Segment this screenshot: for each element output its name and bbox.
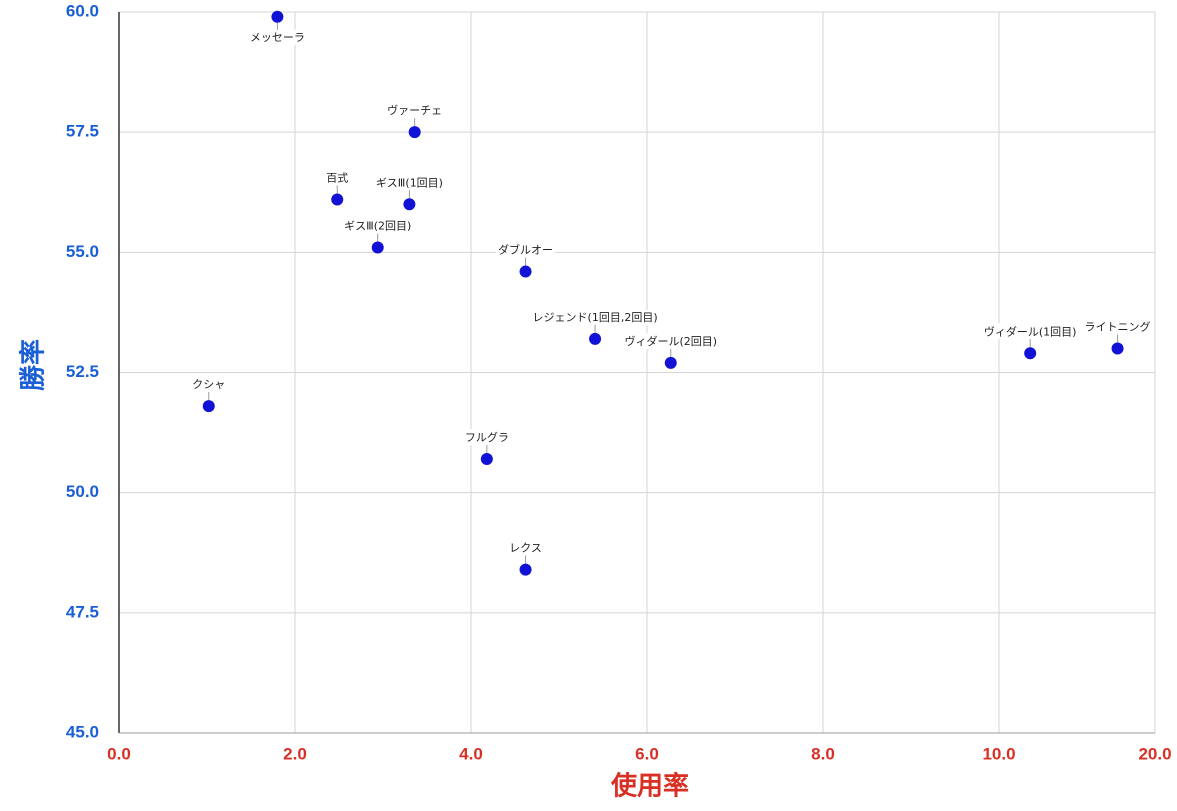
point	[1024, 347, 1037, 360]
point-label: ダブルオー	[498, 243, 553, 257]
x-tick-label: 2.0	[283, 744, 307, 763]
point-label: ギスⅢ(1回目)	[376, 176, 443, 189]
point-label: フルグラ	[465, 430, 509, 444]
point	[519, 265, 532, 278]
point	[403, 198, 416, 211]
point-label-bg	[385, 102, 445, 119]
point	[408, 126, 421, 139]
point-label-bg	[324, 170, 351, 186]
point-label: クシャ	[192, 378, 225, 391]
point-label-bg	[981, 323, 1079, 340]
x-tick-label: 0.0	[107, 744, 131, 763]
point-label-bg	[507, 540, 544, 556]
point-label-bg	[622, 332, 720, 349]
point-label: ヴィダール(2回目)	[624, 334, 717, 348]
x-tick-label: 10.0	[982, 744, 1015, 763]
point-label: 百式	[326, 171, 348, 184]
point	[589, 332, 602, 345]
point-label-bg	[496, 241, 556, 258]
y-tick-label: 57.5	[66, 122, 99, 141]
point	[371, 241, 384, 254]
point-label-bg	[342, 218, 414, 234]
point-label-bg	[462, 429, 511, 446]
y-axis-title: 勝率	[18, 339, 49, 391]
point-label-bg	[530, 309, 660, 325]
point	[202, 400, 215, 413]
point	[271, 10, 284, 23]
x-tick-label: 6.0	[635, 744, 659, 763]
point-label: ライトニング	[1085, 319, 1151, 333]
point	[1111, 342, 1124, 355]
point	[519, 563, 532, 576]
y-tick-label: 47.5	[66, 602, 99, 621]
point-label: ヴィダール(1回目)	[984, 324, 1077, 338]
point-label-bg	[247, 29, 307, 45]
point-label: レジェンド(1回目,2回目)	[533, 311, 658, 324]
x-tick-label: 20.0	[1138, 744, 1171, 763]
point	[480, 453, 493, 466]
point-label-bg	[190, 377, 228, 393]
point-label: ギスⅢ(2回目)	[344, 220, 411, 233]
point-label: メッセーラ	[250, 31, 305, 44]
x-tick-label: 8.0	[811, 744, 835, 763]
point-label-bg	[1082, 318, 1153, 335]
y-tick-label: 60.0	[66, 1, 99, 20]
point	[664, 356, 677, 369]
y-tick-label: 55.0	[66, 242, 99, 261]
x-axis-title: 使用率	[610, 771, 689, 802]
y-tick-label: 52.5	[66, 362, 99, 381]
point-label: レクス	[509, 542, 542, 555]
y-tick-label: 50.0	[66, 482, 99, 501]
y-tick-label: 45.0	[66, 722, 99, 741]
point	[331, 193, 344, 206]
point-label-bg	[373, 175, 445, 191]
x-tick-label: 4.0	[459, 744, 483, 763]
point-label: ヴァーチェ	[387, 103, 442, 117]
